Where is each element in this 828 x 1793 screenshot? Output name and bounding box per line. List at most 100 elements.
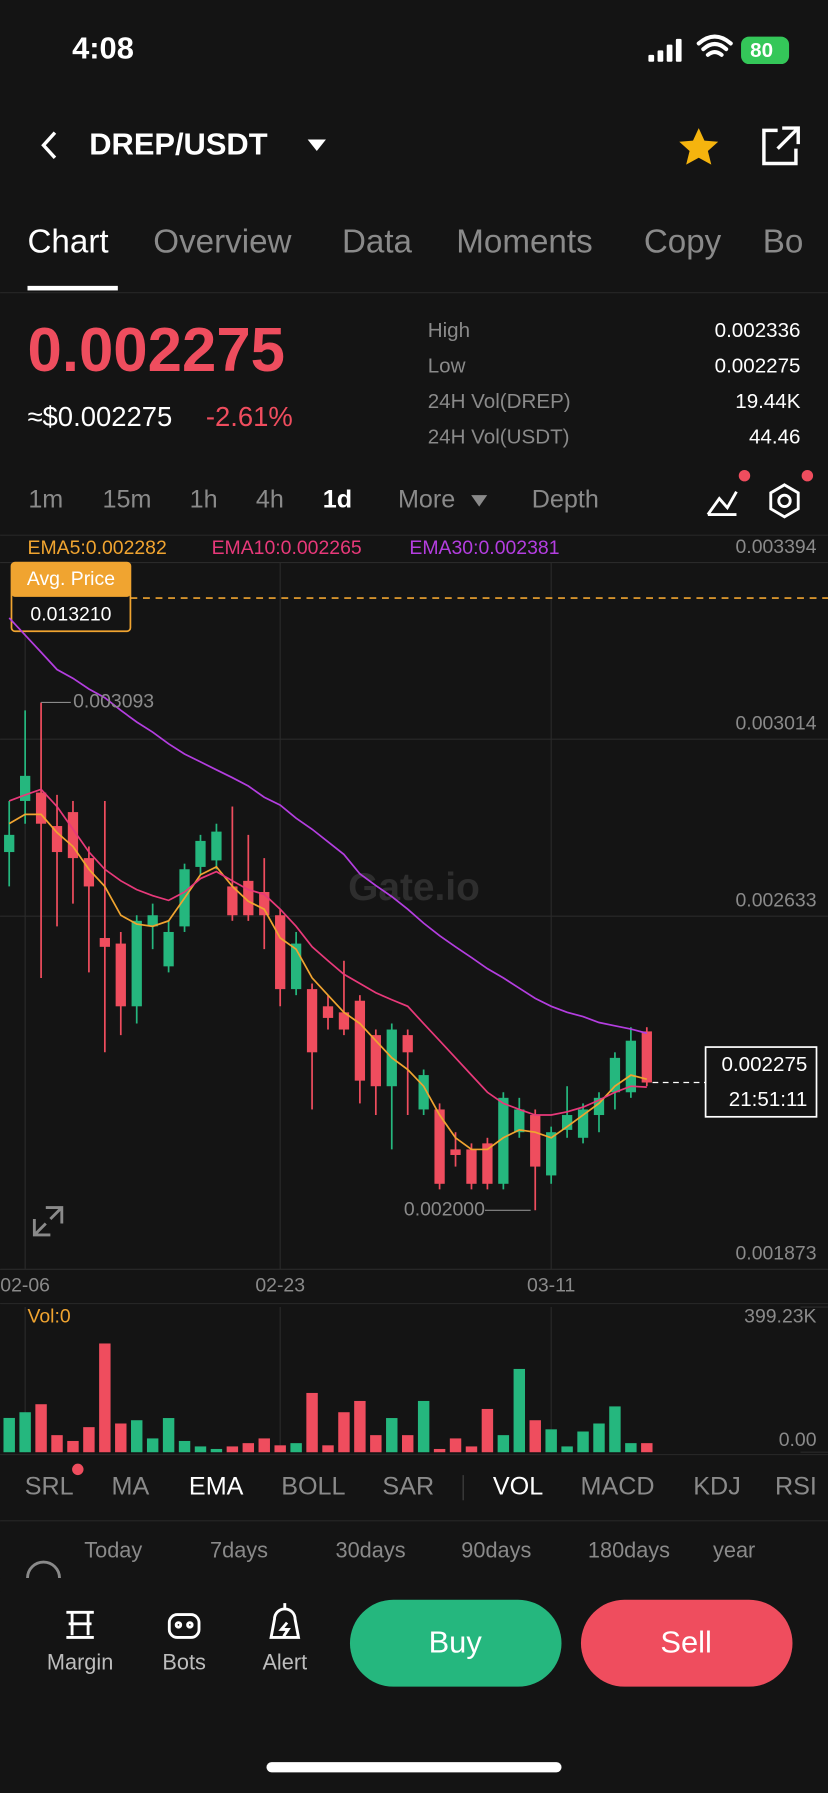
tab[interactable]: Copy [644, 223, 722, 260]
more-dropdown[interactable] [471, 495, 488, 507]
range-tab[interactable]: 7days [210, 1537, 268, 1562]
avg-price-value: 0.013210 [30, 603, 111, 625]
interval[interactable]: 15m [103, 485, 152, 513]
signal-bar [648, 54, 655, 62]
candle-body [51, 826, 63, 853]
indicator-tab[interactable]: KDJ [693, 1472, 741, 1500]
candle-body [147, 915, 158, 927]
usd-price: ≈$0.002275 [27, 401, 172, 432]
candle-body [99, 938, 110, 947]
sell-button[interactable] [580, 1599, 793, 1687]
volume-bar [67, 1440, 79, 1453]
candle-body [211, 831, 222, 861]
candle-body [482, 1143, 493, 1184]
range-tab[interactable]: 90days [461, 1537, 531, 1562]
candle-body [290, 943, 302, 990]
interval[interactable]: More [398, 485, 455, 513]
share-button[interactable] [762, 126, 800, 166]
favorite-star[interactable] [679, 128, 719, 165]
volume-bar [35, 1404, 47, 1453]
settings-button[interactable] [769, 483, 800, 519]
buy-button[interactable] [349, 1599, 562, 1687]
x-tick-label: 03-11 [527, 1275, 575, 1297]
alert-icon[interactable] [269, 1603, 301, 1639]
tab[interactable]: Bo [763, 223, 804, 260]
candle-body [259, 892, 270, 916]
bots-icon[interactable] [167, 1613, 201, 1639]
volume-bar [115, 1423, 127, 1453]
candle-body [641, 1031, 652, 1083]
min-marker-label: 0.002000 [404, 1198, 485, 1220]
candle-body [625, 1040, 637, 1093]
volume-bar [609, 1406, 621, 1453]
y-tick-label: 0.001873 [735, 1243, 816, 1265]
alert-label[interactable]: Alert [262, 1650, 307, 1675]
volume-bar [322, 1445, 334, 1453]
interval[interactable]: 1h [190, 485, 218, 513]
candle-body [243, 880, 254, 916]
signal-icon [648, 38, 682, 62]
indicator-tab[interactable]: SRL [25, 1472, 74, 1500]
volume-bar [194, 1446, 207, 1453]
pair-title[interactable]: DREP/USDT [89, 127, 267, 162]
interval[interactable]: 1m [28, 485, 63, 513]
info-icon[interactable] [26, 1560, 61, 1579]
tab[interactable]: Data [342, 223, 413, 260]
range-tab[interactable]: 30days [336, 1537, 406, 1562]
bots-eye [186, 1621, 194, 1629]
volume-bar [274, 1445, 286, 1453]
volume-bar [401, 1435, 414, 1453]
indicator-button[interactable] [706, 490, 738, 517]
candle-body [19, 775, 31, 801]
y-tick-label: 0.002633 [735, 889, 816, 911]
stat-value: 0.002275 [715, 354, 801, 377]
indicator-tab[interactable]: VOL [493, 1472, 543, 1500]
sell-label[interactable]: Sell [660, 1625, 711, 1660]
indicator-tab[interactable]: BOLL [281, 1472, 345, 1500]
pair-dropdown[interactable] [307, 139, 326, 151]
margin-label[interactable]: Margin [47, 1650, 113, 1675]
indicator-tab[interactable]: EMA [189, 1472, 244, 1500]
legend-entry: EMA10:0.002265 [212, 537, 362, 559]
bots-label[interactable]: Bots [162, 1650, 206, 1675]
action-icons [66, 1603, 301, 1639]
stat-label: High [428, 319, 470, 342]
range-tab[interactable]: 180days [588, 1537, 670, 1562]
candle-body [306, 989, 318, 1053]
volume-bar [449, 1438, 462, 1453]
candle-body [466, 1149, 477, 1184]
indicator-tabs: SRL MA EMA BOLL SAR VOL MACD KDJ RSI [25, 1472, 817, 1500]
range-tab[interactable]: year [713, 1537, 755, 1562]
indicator-tab[interactable]: MA [112, 1472, 150, 1500]
tab[interactable]: Chart [27, 223, 108, 260]
tab[interactable]: Overview [153, 223, 292, 260]
volume-bar [529, 1420, 541, 1453]
interval[interactable]: 1d [323, 485, 352, 513]
countdown: 21:51:11 [729, 1088, 808, 1111]
candle-body [115, 943, 126, 1007]
candle-body [227, 886, 238, 916]
fullscreen-button[interactable] [32, 1206, 64, 1237]
indicator-tab[interactable]: MACD [581, 1472, 655, 1500]
volume-bar [497, 1435, 510, 1453]
candle-body [609, 1057, 621, 1093]
y-tick-label: 0.003394 [735, 536, 816, 558]
margin-icon[interactable] [66, 1610, 94, 1639]
tab[interactable]: Moments [456, 223, 592, 260]
range-tab[interactable]: Today [84, 1537, 142, 1562]
interval[interactable]: 4h [256, 485, 284, 513]
volume-bar [338, 1412, 350, 1453]
watermark: Gate.io [348, 866, 480, 909]
indicator-tab[interactable]: SAR [382, 1472, 434, 1500]
legend-entry: EMA5:0.002282 [27, 537, 166, 559]
x-tick-label: 02-23 [255, 1275, 305, 1297]
interval[interactable]: Depth [532, 485, 599, 513]
buy-label[interactable]: Buy [429, 1625, 483, 1660]
volume-bar [561, 1446, 573, 1453]
candle-body [450, 1149, 461, 1155]
ema-line [8, 788, 647, 1116]
volume-legend: Vol:0 [27, 1305, 70, 1327]
indicator-tab[interactable]: RSI [775, 1472, 817, 1500]
back-button[interactable] [41, 131, 57, 159]
